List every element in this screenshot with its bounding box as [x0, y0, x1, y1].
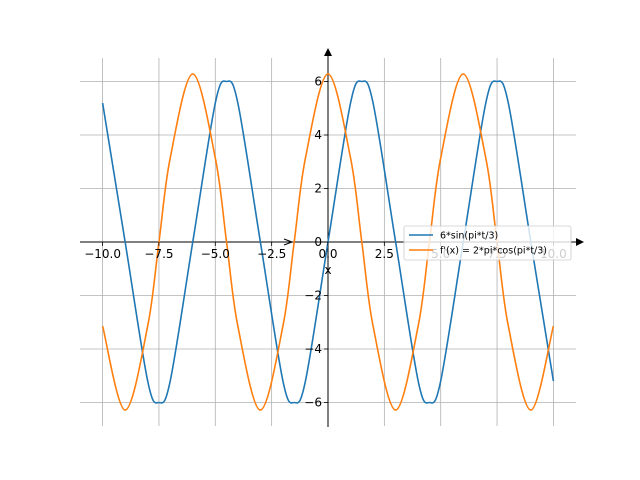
y-tick-label: 4 [314, 128, 322, 142]
y-axis-arrow-icon [324, 48, 332, 56]
y-tick-label: −4 [304, 342, 322, 356]
x-tick-label: −5.0 [201, 247, 230, 261]
legend-label-1: 6*sin(pi*t/3) [440, 231, 498, 242]
y-tick-label: −2 [304, 289, 322, 303]
legend-label-2: f'(x) = 2*pi*cos(pi*t/3) [440, 246, 547, 257]
x-tick-label: −2.5 [257, 247, 286, 261]
x-tick-label: −7.5 [144, 247, 173, 261]
x-tick-label: 0.0 [318, 247, 337, 261]
y-tick-label: 0 [314, 235, 322, 249]
legend-box [403, 225, 572, 261]
x-tick-label: −10.0 [84, 247, 121, 261]
x-axis-arrow-icon [576, 238, 584, 246]
series-line-2 [101, 73, 555, 411]
x-tick-label: 2.5 [375, 247, 394, 261]
x-axis-label: x [324, 263, 331, 277]
y-tick-label: 6 [314, 75, 322, 89]
x-axis-marker-icon [283, 238, 294, 246]
legend: 6*sin(pi*t/3) f'(x) = 2*pi*cos(pi*t/3) [403, 225, 572, 261]
y-tick-label: 2 [314, 182, 322, 196]
y-tick-label: −6 [304, 396, 322, 410]
